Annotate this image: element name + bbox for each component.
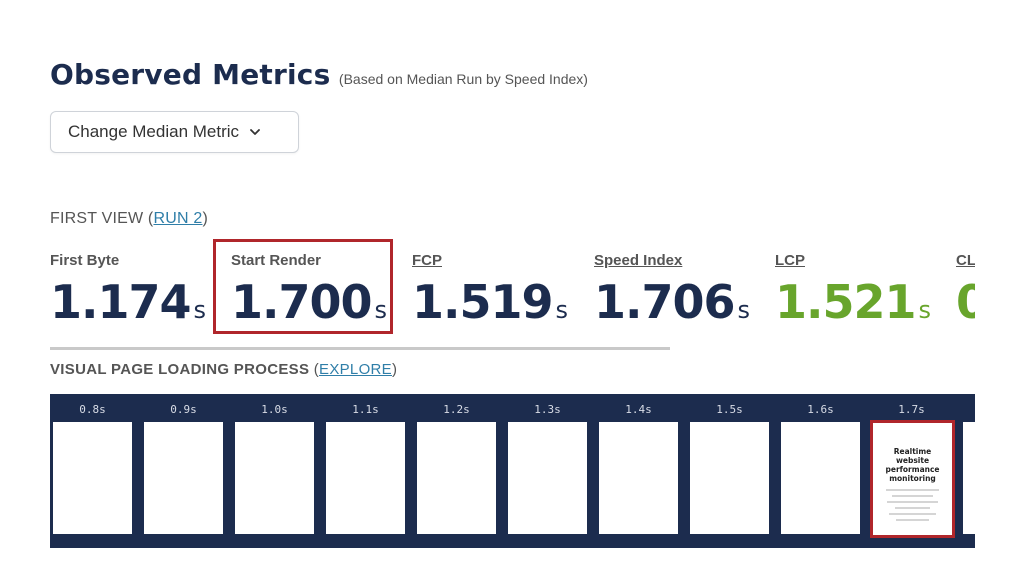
metric-label: First Byte [50, 252, 120, 269]
start-render-highlight [213, 239, 393, 334]
page-subtitle: (Based on Median Run by Speed Index) [338, 71, 588, 87]
filmstrip-frame[interactable]: 1.2s [415, 394, 498, 548]
page-title: Observed Metrics [50, 58, 331, 91]
metric-unit: s [737, 296, 750, 324]
chevron-down-icon [250, 129, 260, 135]
first-view-prefix: FIRST VIEW ( [50, 210, 154, 227]
frame-time: 1.6s [807, 403, 834, 416]
run-2-link[interactable]: RUN 2 [153, 210, 203, 227]
metric-cls: CLS 0 [956, 252, 975, 326]
metric-value: 1.521 s [775, 275, 931, 332]
frame-time: 0.9s [170, 403, 197, 416]
metric-unit: s [555, 296, 568, 324]
frame-thumbnail[interactable] [53, 422, 132, 534]
metrics-row: First Byte 1.174 s Start Render 1.700 s FC… [50, 252, 975, 332]
metric-first-byte: First Byte 1.174 s [50, 252, 206, 332]
frame-time: 1.2s [443, 403, 470, 416]
metric-start-render: Start Render 1.700 s [231, 252, 387, 332]
frame-time: 1.3s [534, 403, 561, 416]
frame-thumbnail[interactable] [508, 422, 587, 534]
metric-number: 1.700 [231, 275, 373, 329]
metric-value: 0 [956, 278, 975, 326]
metric-number: 1.521 [775, 275, 917, 329]
metric-value: 1.519 s [412, 275, 568, 332]
metric-number: 1.706 [594, 275, 736, 329]
filmstrip-frame[interactable]: 1.5s [688, 394, 771, 548]
first-view-suffix: ) [202, 210, 208, 227]
frame-thumbnail-rendered[interactable]: Realtime website performance monitoring [870, 420, 955, 538]
frame-thumbnail[interactable] [690, 422, 769, 534]
frame-thumbnail[interactable] [144, 422, 223, 534]
metric-unit: s [193, 296, 206, 324]
filmstrip-frame[interactable]: 1.0s [233, 394, 316, 548]
frame-thumbnail[interactable] [963, 422, 975, 534]
frame-thumbnail[interactable] [235, 422, 314, 534]
filmstrip-frame-selected[interactable]: 1.7s Realtime website performance monito… [870, 394, 955, 548]
metric-number: 1.519 [412, 275, 554, 329]
frame-time: 1.4s [625, 403, 652, 416]
divider [50, 347, 670, 350]
change-median-metric-button[interactable]: Change Median Metric [50, 111, 299, 153]
thumbnail-heading: Realtime website performance monitoring [885, 447, 940, 483]
section-heading: Observed Metrics (Based on Median Run by… [50, 58, 588, 91]
frame-time: 0.8s [79, 403, 106, 416]
filmstrip-frame[interactable]: 1.4s [597, 394, 680, 548]
visual-page-loading-label: VISUAL PAGE LOADING PROCESS (EXPLORE) [50, 361, 397, 378]
explore-link[interactable]: EXPLORE [319, 361, 392, 378]
first-view-label: FIRST VIEW (RUN 2) [50, 210, 208, 228]
metric-label: Start Render [231, 252, 322, 269]
metric-value: 1.700 s [231, 275, 387, 332]
frame-thumbnail[interactable] [417, 422, 496, 534]
filmstrip-frame[interactable]: 0.9s [142, 394, 225, 548]
frame-thumbnail[interactable] [326, 422, 405, 534]
filmstrip-frame[interactable] [961, 394, 975, 548]
visual-loading-close: ) [391, 361, 398, 378]
metric-label-link[interactable]: CLS [956, 252, 975, 269]
filmstrip[interactable]: 0.8s 0.9s 1.0s 1.1s 1.2s 1.3s 1.4s 1.5s … [50, 394, 975, 548]
metric-number: 1.174 [50, 275, 192, 329]
change-median-metric-label: Change Median Metric [68, 122, 240, 141]
metric-label-link[interactable]: LCP [775, 252, 805, 269]
filmstrip-frame[interactable]: 0.8s [51, 394, 134, 548]
visual-loading-text: VISUAL PAGE LOADING PROCESS [50, 361, 310, 378]
frame-time: 1.7s [898, 403, 925, 416]
metric-speed-index: Speed Index 1.706 s [594, 252, 750, 332]
visual-loading-open: ( [309, 361, 320, 378]
metric-fcp: FCP 1.519 s [412, 252, 568, 332]
frame-time: 1.0s [261, 403, 288, 416]
metric-unit: s [918, 296, 931, 324]
metric-value: 1.706 s [594, 275, 750, 332]
metric-unit: s [374, 296, 387, 324]
filmstrip-frame[interactable]: 1.1s [324, 394, 407, 548]
thumbnail-body-lines [883, 489, 942, 525]
frame-time: 1.1s [352, 403, 379, 416]
frame-thumbnail[interactable] [599, 422, 678, 534]
metric-number: 0 [956, 275, 975, 329]
frame-time: 1.5s [716, 403, 743, 416]
metric-lcp: LCP 1.521 s [775, 252, 931, 332]
metric-value: 1.174 s [50, 275, 206, 332]
metric-label-link[interactable]: FCP [412, 252, 442, 269]
frame-thumbnail[interactable] [781, 422, 860, 534]
filmstrip-frame[interactable]: 1.6s [779, 394, 862, 548]
filmstrip-frame[interactable]: 1.3s [506, 394, 589, 548]
metric-label-link[interactable]: Speed Index [594, 252, 683, 269]
